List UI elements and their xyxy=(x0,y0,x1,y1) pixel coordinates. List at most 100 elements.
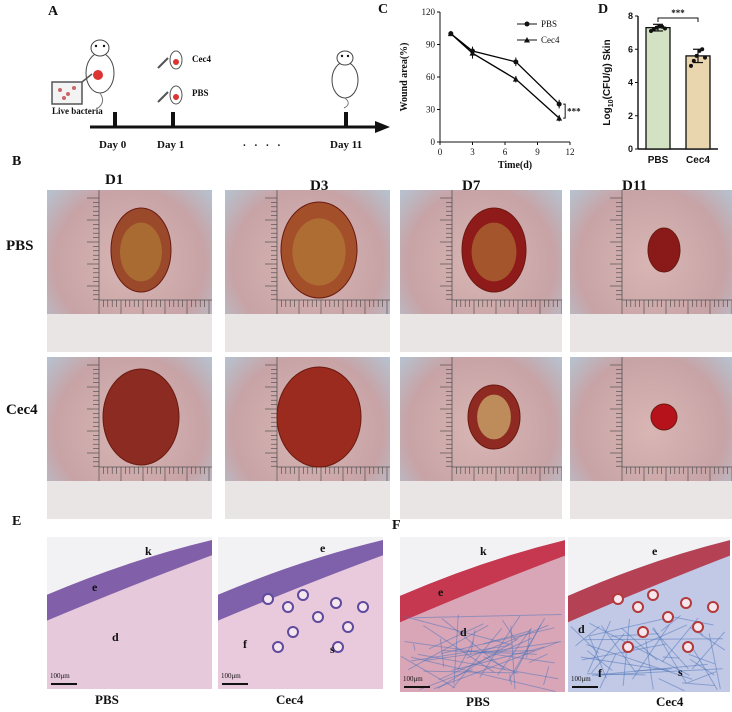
day11-label: Day 11 xyxy=(330,139,362,151)
d-ylabel: Log10(CFU/g) Skin xyxy=(602,39,615,125)
hair-follicle xyxy=(613,594,623,604)
scale-bar-label: 100μm xyxy=(221,672,241,680)
c-ylabel: Wound area(%) xyxy=(399,43,410,112)
syringe-pbs-icon xyxy=(158,86,182,104)
c-legend-label-1: Cec4 xyxy=(541,35,560,45)
histo-f-pbs-label: PBS xyxy=(466,694,490,710)
hair-follicle xyxy=(663,612,673,622)
d-xtick-label-cec4: Cec4 xyxy=(686,155,710,166)
d-data-point xyxy=(663,26,667,30)
d-data-point xyxy=(692,59,696,63)
wound-area xyxy=(277,367,361,467)
wound-photo-r0-c0 xyxy=(47,190,212,352)
petri-dish-icon xyxy=(52,74,92,104)
wound-scab xyxy=(292,218,345,285)
hair-follicle xyxy=(708,602,718,612)
panel-letter-c: C xyxy=(378,2,388,18)
hair-follicle xyxy=(633,602,643,612)
hair-follicle xyxy=(343,622,353,632)
mouse-day11-icon xyxy=(332,51,358,108)
d-ytick-label: 4 xyxy=(628,78,633,88)
d-data-point xyxy=(689,64,693,68)
histology-panel-2 xyxy=(400,537,565,692)
hair-follicle xyxy=(283,602,293,612)
histo-label-e: e xyxy=(320,541,325,556)
wound-photo-r1-c0 xyxy=(47,357,212,519)
syringe-cec4-icon xyxy=(158,51,182,69)
panel-letter-f: F xyxy=(392,518,401,534)
timeline-arrowhead xyxy=(375,121,390,133)
histo-label-f: f xyxy=(598,666,602,681)
c-xlabel: Time(d) xyxy=(498,160,532,171)
panel-letter-b: B xyxy=(12,154,21,170)
hair-follicle xyxy=(623,642,633,652)
hair-follicle xyxy=(693,622,703,632)
c-sig-bracket xyxy=(563,104,565,118)
c-xtick-label: 12 xyxy=(566,147,575,157)
d-data-point xyxy=(700,47,704,51)
wound-scab xyxy=(472,223,517,282)
hair-follicle xyxy=(331,598,341,608)
histo-label-d: d xyxy=(578,622,585,637)
c-ytick-label: 90 xyxy=(426,40,436,50)
c-xtick-label: 6 xyxy=(503,147,508,157)
histology-panel-1 xyxy=(218,537,383,689)
wound-area xyxy=(103,369,179,465)
d-bar-pbs xyxy=(646,28,670,149)
row-header-cec4: Cec4 xyxy=(6,402,38,419)
day0-label: Day 0 xyxy=(99,139,126,151)
c-xtick-label: 3 xyxy=(470,147,475,157)
timeline-dots: . . . . xyxy=(243,137,283,149)
wound-photo-r1-c1 xyxy=(225,357,390,519)
histo-e-pbs-label: PBS xyxy=(95,692,119,708)
c-sig-label: *** xyxy=(567,107,581,117)
histo-label-d: d xyxy=(112,630,119,645)
wound-scab xyxy=(120,223,162,282)
c-xtick-label: 0 xyxy=(438,147,443,157)
col-header-d1: D1 xyxy=(105,172,123,189)
histo-label-e: e xyxy=(92,580,97,595)
hair-follicle xyxy=(273,642,283,652)
hair-follicle xyxy=(288,627,298,637)
d-bar-cec4 xyxy=(686,56,710,149)
wound-photo-r1-c3 xyxy=(570,357,732,519)
panel-letter-e: E xyxy=(12,514,21,530)
hair-follicle xyxy=(638,627,648,637)
c-ytick-label: 0 xyxy=(431,137,436,147)
c-ytick-label: 60 xyxy=(426,72,436,82)
c-point-pbs xyxy=(513,59,518,64)
histo-label-d: d xyxy=(460,625,467,640)
histology-panel-3 xyxy=(568,537,730,692)
d-data-point xyxy=(703,56,707,60)
wound-area xyxy=(648,228,680,272)
wound-photo-r1-c2 xyxy=(400,357,562,519)
histo-label-s: s xyxy=(330,642,335,657)
fur xyxy=(400,481,562,519)
hair-follicle xyxy=(298,590,308,600)
scale-bar-label: 100μm xyxy=(403,675,423,683)
c-ytick-label: 120 xyxy=(422,7,436,17)
day1-label: Day 1 xyxy=(157,139,184,151)
histo-f-cec4-label: Cec4 xyxy=(656,694,683,710)
wound-area-chart: 0 30 60 90 120 0 3 6 9 12 Time(d) Wound area(%) PBS C… xyxy=(395,4,600,174)
wound-area xyxy=(651,404,677,430)
d-data-point xyxy=(695,54,699,58)
hair-follicle xyxy=(313,612,323,622)
wound-photo-r0-c3 xyxy=(570,190,732,352)
c-xtick-label: 9 xyxy=(535,147,540,157)
fur xyxy=(225,481,390,519)
d-ytick-label: 8 xyxy=(628,11,633,21)
fur xyxy=(47,481,212,519)
hair-follicle xyxy=(648,590,658,600)
panel-letter-a: A xyxy=(48,4,58,20)
cfu-bar-chart: 0 2 4 6 8 PBS Cec4 *** Log10(CFU/g) Skin xyxy=(600,4,730,174)
hair-follicle xyxy=(683,642,693,652)
fur xyxy=(570,481,732,519)
histo-label-e: e xyxy=(652,544,657,559)
live-bacteria-label: Live bacteria xyxy=(52,106,103,116)
scale-bar-label: 100μm xyxy=(50,672,70,680)
c-legend-marker xyxy=(525,22,530,27)
fur xyxy=(570,314,732,352)
fur xyxy=(47,314,212,352)
d-sig-label: *** xyxy=(671,8,685,18)
